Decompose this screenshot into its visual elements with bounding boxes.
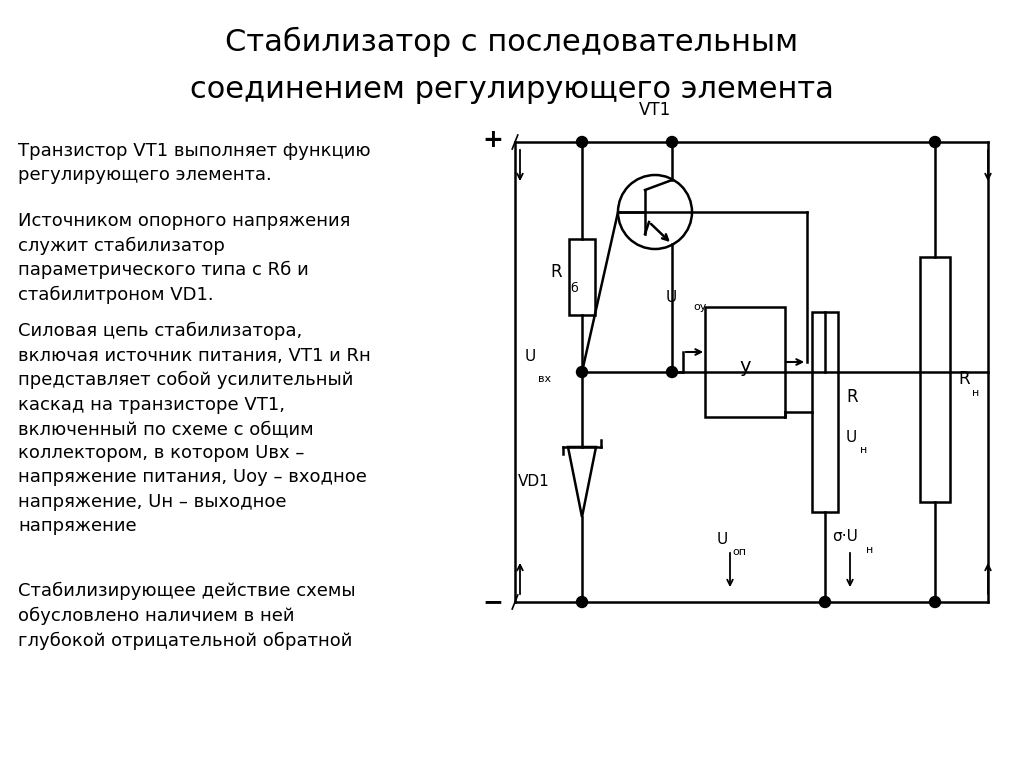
Circle shape — [667, 367, 678, 377]
Bar — [920, 257, 950, 502]
Text: +: + — [482, 128, 504, 152]
Text: U: U — [846, 430, 857, 445]
Text: оу: оу — [693, 302, 707, 312]
Text: у: у — [739, 357, 751, 377]
Text: б: б — [570, 282, 578, 295]
Bar — [569, 239, 595, 315]
Circle shape — [819, 367, 830, 377]
Circle shape — [577, 597, 588, 607]
Text: Источником опорного напряжения
служит стабилизатор
параметрического типа с Rб и
: Источником опорного напряжения служит ст… — [18, 212, 350, 304]
Circle shape — [930, 597, 940, 607]
Bar — [705, 307, 785, 417]
Text: VD1: VD1 — [518, 475, 550, 489]
Circle shape — [930, 137, 940, 147]
Circle shape — [577, 367, 588, 377]
Text: н: н — [860, 445, 867, 455]
Text: Стабилизирующее действие схемы
обусловлено наличием в ней
глубокой отрицательной: Стабилизирующее действие схемы обусловле… — [18, 582, 355, 650]
Circle shape — [667, 137, 678, 147]
Text: н: н — [866, 545, 873, 555]
Text: Силовая цепь стабилизатора,
включая источник питания, VT1 и Rн
представляет собо: Силовая цепь стабилизатора, включая исто… — [18, 322, 371, 535]
Text: оп: оп — [732, 547, 746, 557]
Text: Стабилизатор с последовательным: Стабилизатор с последовательным — [225, 27, 799, 57]
Bar — [812, 312, 838, 512]
Text: U: U — [666, 289, 677, 304]
Text: σ·U: σ·U — [833, 529, 858, 544]
Text: н: н — [972, 387, 979, 397]
Text: вх: вх — [538, 374, 551, 384]
Text: соединением регулирующего элемента: соединением регулирующего элемента — [190, 74, 834, 104]
Text: U: U — [525, 350, 537, 364]
Text: Транзистор VT1 выполняет функцию
регулирующего элемента.: Транзистор VT1 выполняет функцию регулир… — [18, 142, 371, 184]
Text: R: R — [958, 370, 970, 389]
Text: U: U — [717, 532, 728, 547]
Circle shape — [819, 597, 830, 607]
Text: R: R — [846, 388, 858, 406]
Circle shape — [577, 137, 588, 147]
Text: −: − — [482, 590, 504, 614]
Text: VT1: VT1 — [639, 101, 671, 119]
Text: R: R — [550, 263, 562, 281]
